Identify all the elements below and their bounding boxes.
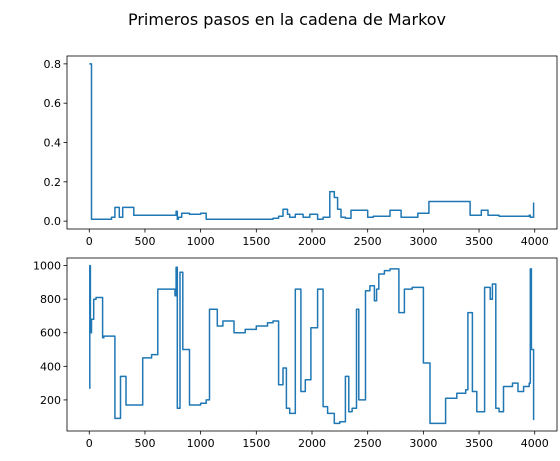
y-tick-label-1-0: 0.0 [44,215,62,228]
y-tick-label-1-3: 0.6 [44,97,62,110]
x-tick-label-2-8: 4000 [521,437,549,450]
x-tick-label-2-2: 1000 [187,437,215,450]
x-tick-label-1-0: 0 [86,235,93,248]
y-tick-label-2-2: 600 [40,327,61,340]
x-tick-label-1-3: 1500 [242,235,270,248]
series-line-2-1 [89,264,535,425]
y-tick-label-1-2: 0.4 [44,137,62,150]
y-tick-label-1-1: 0.2 [44,176,62,189]
x-tick-label-2-1: 500 [134,437,155,450]
x-tick-label-2-6: 3000 [409,437,437,450]
x-tick-label-2-0: 0 [86,437,93,450]
x-tick-label-2-3: 1500 [242,437,270,450]
x-tick-label-1-5: 2500 [354,235,382,248]
x-tick-label-1-4: 2000 [298,235,326,248]
x-tick-label-2-5: 2500 [354,437,382,450]
x-tick-label-1-7: 3500 [465,235,493,248]
figure-title: Primeros pasos en la cadena de Markov [128,10,446,29]
x-tick-label-2-4: 2000 [298,437,326,450]
subplots: 0 500 1000 1500 2000 2500 3000 3500 40000.00.20.… [33,55,558,450]
y-tick-label-2-1: 400 [40,360,61,373]
y-tick-label-1-4: 0.8 [44,58,62,71]
subplot-1: 0 500 1000 1500 2000 2500 3000 3500 4000 0.0 0.2 0.… [44,55,558,248]
x-tick-label-1-2: 1000 [187,235,215,248]
x-tick-label-1-1: 500 [134,235,155,248]
x-tick-label-1-8: 4000 [521,235,549,248]
x-tick-label-2-7: 3500 [465,437,493,450]
x-tick-label-1-6: 3000 [409,235,437,248]
subplot-2: 0 500 1000 1500 2000 2500 3000 3500 4000 200 400 60… [33,257,558,450]
y-tick-label-2-4: 1000 [33,260,61,273]
y-tick-label-2-0: 200 [40,394,61,407]
y-tick-label-2-3: 800 [40,293,61,306]
series-line-1-1 [89,63,535,220]
